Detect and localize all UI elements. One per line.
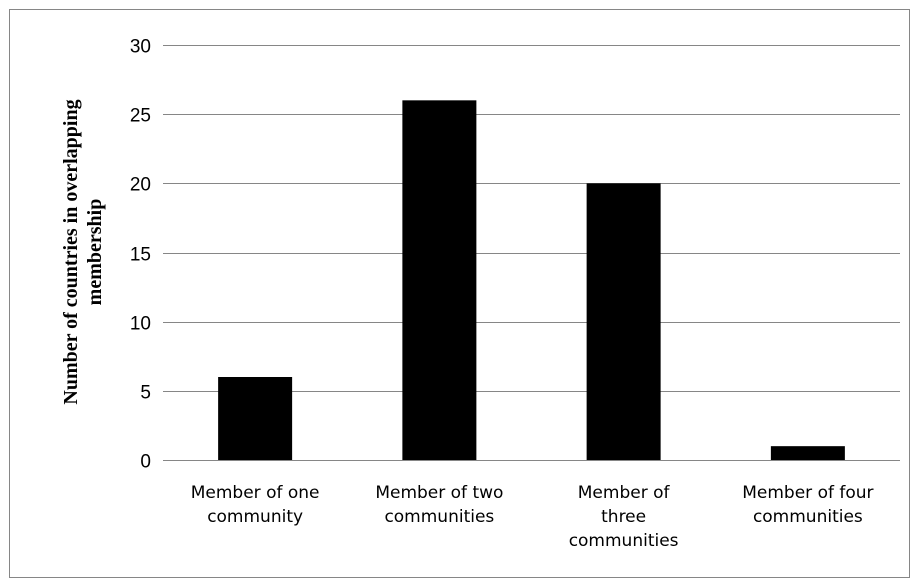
- x-category-label-4: Member of four communities: [742, 483, 873, 527]
- x-category-label-line: Member of one: [191, 483, 320, 503]
- x-category-label-3: Member of three communities: [569, 483, 679, 551]
- bar-4: [770, 446, 845, 460]
- x-category-label-line: community: [207, 507, 303, 527]
- bars: [218, 100, 845, 461]
- y-axis-title-line: membership: [84, 199, 106, 306]
- x-category-label-2: Member of two communities: [375, 483, 503, 527]
- x-category-label-1: Member of one community: [191, 483, 320, 527]
- x-category-label-line: Member of four: [742, 483, 873, 503]
- bar-2: [402, 100, 477, 460]
- y-axis-title: Number of countries in overlapping member…: [60, 99, 106, 404]
- y-axis-title: Number of countries in overlapping member…: [60, 99, 106, 404]
- x-category-label-line: Member of two: [375, 483, 503, 503]
- x-category-label-line: communities: [384, 507, 494, 527]
- x-category-label-line: three: [601, 507, 646, 527]
- bar-3: [586, 183, 661, 461]
- bar-1: [218, 377, 293, 460]
- y-tick-label-10: 10: [130, 314, 151, 335]
- y-tick-labels: 0 5 10 15 20 25 30: [130, 37, 151, 473]
- y-tick-label-20: 20: [130, 175, 151, 196]
- y-axis-title-line: Number of countries in overlapping: [60, 99, 82, 404]
- x-category-label-line: communities: [753, 507, 863, 527]
- y-tick-label-30: 30: [130, 37, 151, 58]
- x-category-label-line: Member of: [578, 483, 671, 503]
- y-tick-label-0: 0: [140, 452, 151, 473]
- x-category-labels: Member of one community Member of two commu…: [191, 483, 874, 551]
- y-tick-label-25: 25: [130, 106, 151, 127]
- y-tick-label-5: 5: [140, 383, 151, 404]
- x-category-label-line: communities: [569, 531, 679, 551]
- y-tick-label-15: 15: [130, 245, 151, 266]
